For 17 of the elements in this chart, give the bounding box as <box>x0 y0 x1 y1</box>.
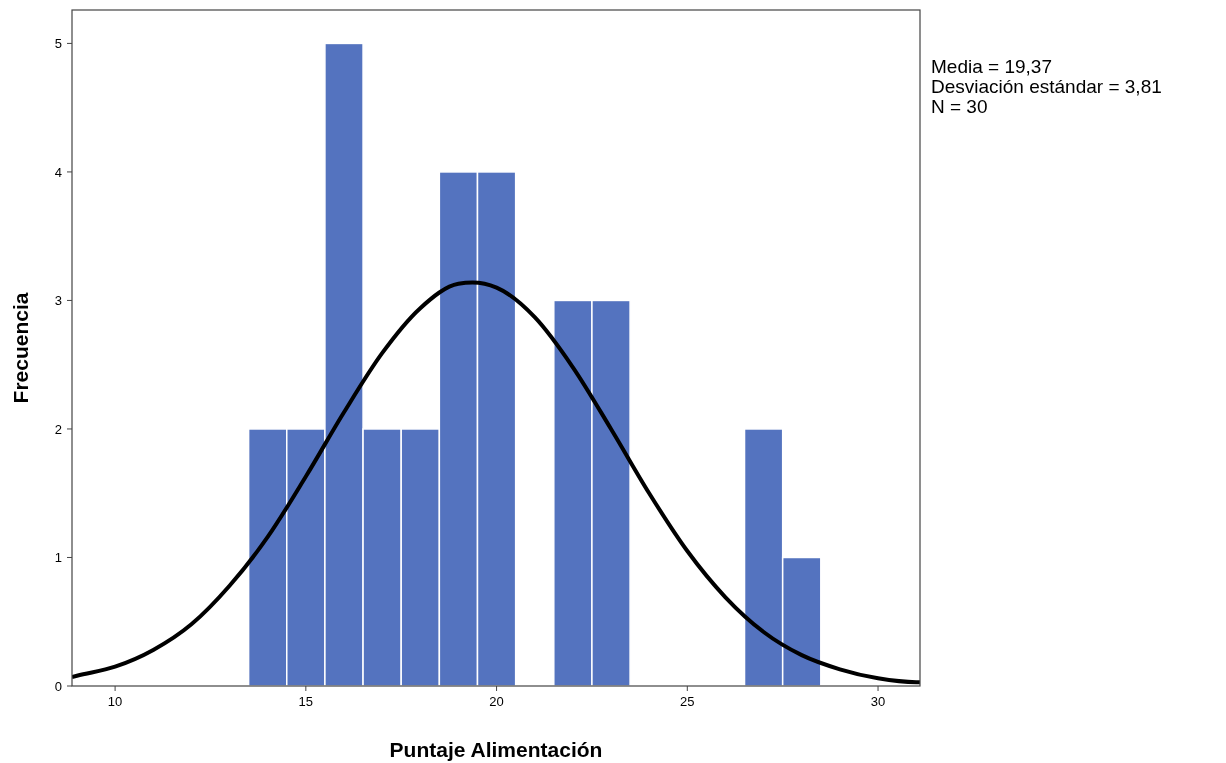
x-tick-label: 15 <box>298 694 314 709</box>
x-tick-label: 20 <box>489 694 504 709</box>
text: N = 30 <box>931 96 988 117</box>
y-axis-title: Frecuencia <box>9 292 32 404</box>
y-tick-label: 1 <box>54 550 62 566</box>
y-tick-label: 2 <box>54 421 62 437</box>
x-axis-title: Puntaje Alimentación <box>389 738 603 761</box>
text: Desviación estándar = 3,81 <box>931 76 1162 97</box>
line-series <box>72 280 920 685</box>
x-tick-label: 25 <box>680 694 695 709</box>
y-tick-label: 3 <box>54 293 62 309</box>
text: Media = 19,37 <box>931 56 1052 77</box>
y-tick-label: 4 <box>54 164 62 180</box>
y-tick-label: 0 <box>54 679 62 694</box>
y-tick-label: 5 <box>54 36 62 52</box>
x-tick-label: 10 <box>107 694 123 709</box>
x-tick-label: 30 <box>870 694 886 709</box>
